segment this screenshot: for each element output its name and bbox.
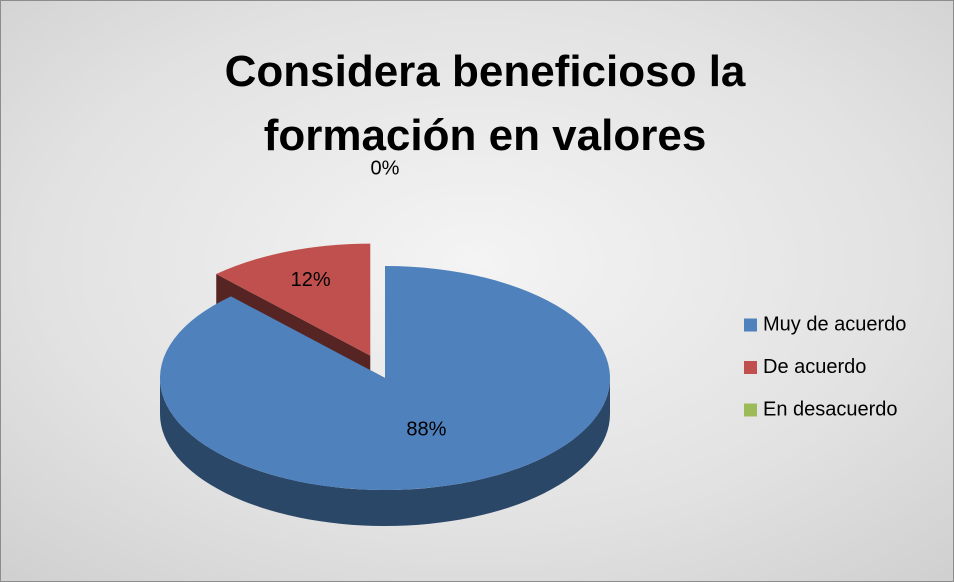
legend: Muy de acuerdo De acuerdo En desacuerdo [744,313,906,420]
pie: 88% 12% 0% [159,157,610,526]
legend-swatch [744,361,757,374]
data-label: 88% [406,418,446,440]
data-label: 0% [371,157,400,179]
legend-label: De acuerdo [763,356,866,378]
slice [159,266,610,490]
legend-swatch [744,318,757,332]
chart-title: Considera beneficioso la formación en va… [224,47,746,160]
legend-label: Muy de acuerdo [763,313,906,335]
slice [216,243,371,356]
slice-side [160,378,610,526]
legend-swatch [744,403,757,417]
legend-label: En desacuerdo [763,398,898,420]
data-label: 12% [291,269,331,291]
